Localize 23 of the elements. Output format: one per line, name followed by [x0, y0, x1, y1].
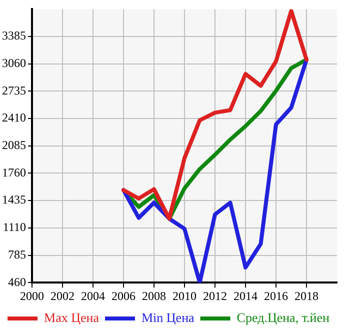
x-tick-label: 2010 — [172, 288, 196, 303]
y-tick-label: 2085 — [2, 138, 26, 152]
x-tick-label: 2008 — [142, 288, 166, 303]
y-tick-label: 460 — [8, 274, 26, 289]
y-tick-label: 3060 — [2, 56, 26, 70]
y-tick-label: 1435 — [2, 192, 26, 207]
y-tick-label: 785 — [8, 247, 26, 262]
y-tick-label: 1760 — [2, 165, 26, 180]
x-tick-label: 2014 — [234, 288, 258, 303]
x-tick-label: 2018 — [294, 288, 318, 303]
y-tick-label: 3385 — [2, 28, 26, 43]
legend-label: Min Цена — [142, 310, 195, 325]
x-tick-label: 2000 — [20, 288, 44, 303]
x-tick-label: 2002 — [50, 288, 74, 303]
x-tick-label: 2016 — [264, 288, 288, 303]
x-tick-label: 2012 — [203, 288, 227, 303]
legend-label: Сред.Цена, т.йен — [236, 310, 330, 325]
x-tick-label: 2006 — [112, 288, 136, 303]
y-tick-label: 2410 — [2, 110, 26, 125]
x-tick-label: 2004 — [81, 288, 105, 303]
y-tick-label: 1110 — [2, 220, 26, 234]
legend-label: Max Цена — [44, 310, 100, 325]
y-tick-label: 2735 — [2, 83, 26, 98]
